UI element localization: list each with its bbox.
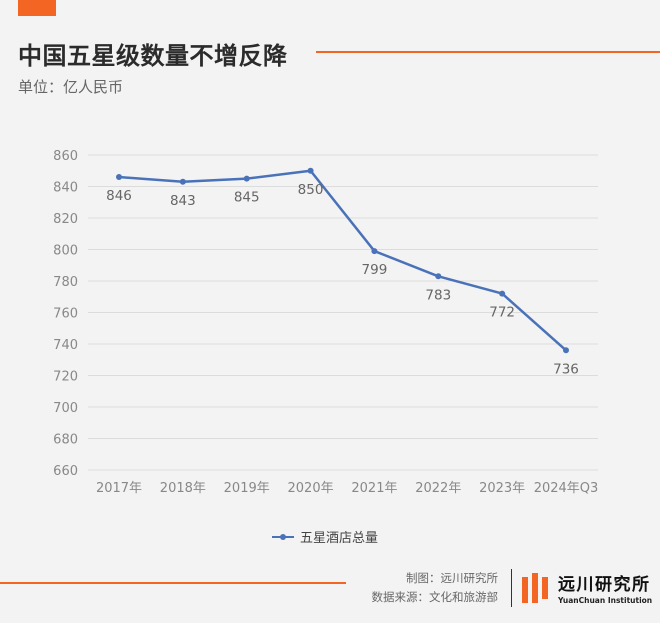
source-line: 数据来源：文化和旅游部 (371, 590, 499, 604)
x-tick-label: 2024年Q3 (534, 481, 599, 496)
data-point (307, 167, 314, 174)
legend: 五星酒店总量 (272, 527, 378, 546)
title-rule (316, 51, 660, 53)
data-labels: 846 843 845 850 799 783 772 736 (106, 182, 579, 378)
y-tick-label: 860 (53, 149, 78, 164)
y-tick-label: 720 (53, 370, 78, 385)
data-point (243, 175, 250, 182)
data-label: 799 (362, 262, 388, 278)
logo-mark-icon (522, 572, 550, 603)
x-tick-label: 2022年 (415, 481, 461, 496)
data-point (435, 273, 442, 280)
x-tick-label: 2023年 (479, 481, 525, 496)
legend-label: 五星酒店总量 (300, 531, 379, 546)
data-label: 846 (106, 188, 132, 204)
x-tick-label: 2020年 (288, 481, 334, 496)
x-tick-labels: 2017年 2018年 2019年 2020年 2021年 2022年 2023年 2024年… (96, 481, 598, 496)
data-label: 736 (553, 361, 579, 377)
chart-subtitle: 单位：亿人民币 (18, 78, 124, 96)
y-tick-label: 800 (53, 244, 78, 259)
data-points (116, 167, 569, 354)
logo-name-en: YuanChuan Institution (558, 596, 653, 605)
credit-line: 制图：远川研究所 (406, 571, 498, 585)
y-tick-label: 700 (53, 401, 78, 416)
data-label: 783 (425, 287, 451, 303)
logo-text: 远川研究所 YuanChuan Institution (558, 570, 652, 605)
logo-name-cn: 远川研究所 (558, 575, 651, 595)
data-point (371, 248, 378, 255)
data-label: 772 (489, 305, 515, 321)
footer-rule (0, 582, 346, 584)
y-tick-label: 760 (53, 307, 78, 322)
y-tick-labels: 660 680 700 720 740 760 780 800 820 840 860 (53, 149, 78, 479)
data-label: 843 (170, 193, 196, 209)
data-point (499, 290, 506, 297)
data-label: 845 (234, 190, 260, 206)
y-tick-label: 660 (53, 464, 78, 479)
y-tick-label: 780 (53, 275, 78, 290)
grid (88, 154, 598, 471)
y-tick-label: 840 (53, 181, 78, 196)
data-point (116, 174, 122, 181)
data-point (179, 178, 186, 185)
logo: 远川研究所 YuanChuan Institution (522, 570, 652, 605)
y-tick-label: 820 (53, 212, 78, 227)
y-tick-label: 740 (53, 338, 78, 353)
y-tick-label: 680 (53, 433, 78, 448)
x-tick-label: 2021年 (351, 481, 397, 496)
series-line (118, 169, 567, 352)
x-tick-label: 2018年 (160, 481, 206, 496)
credits: 制图：远川研究所 数据来源：文化和旅游部 (372, 569, 499, 607)
accent-bar (18, 0, 56, 16)
x-tick-label: 2017年 (96, 481, 142, 496)
data-label: 850 (298, 182, 324, 198)
series-line-group (118, 169, 567, 352)
x-tick-label: 2019年 (224, 481, 270, 496)
footer-divider (511, 569, 512, 607)
data-point (563, 347, 569, 354)
legend-swatch (272, 533, 294, 540)
chart-title: 中国五星级数量不增反降 (18, 42, 288, 70)
